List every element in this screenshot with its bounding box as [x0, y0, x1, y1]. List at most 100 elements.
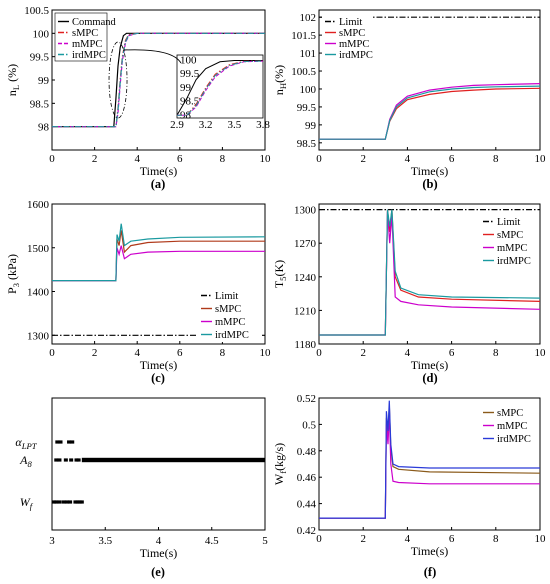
decision-mark	[73, 500, 78, 504]
plot-frame	[318, 9, 541, 151]
y-axis-label: nH(%)	[272, 65, 288, 95]
x-tick-label: 8	[493, 347, 499, 359]
panel-caption: (a)	[151, 177, 166, 191]
x-tick-label: 6	[177, 153, 183, 165]
inset-series-irdMPC	[177, 60, 263, 116]
x-axis-label: Time(s)	[140, 164, 178, 178]
plot-frame	[51, 203, 266, 345]
y-tick-label: 1300	[27, 330, 50, 342]
series-line-irdMPC	[52, 32, 265, 128]
decision-mark	[52, 500, 57, 504]
y-tick-label: 0.5	[302, 419, 316, 431]
x-tick-label: 4	[405, 533, 411, 545]
x-tick-label: 10	[535, 153, 547, 165]
y-axis-label: P3 (kPa)	[5, 254, 21, 294]
y-tick-label: 100	[300, 84, 317, 96]
legend-label-irdMPC: irdMPC	[497, 434, 531, 445]
legend-box	[198, 286, 262, 342]
y-tick-label: 1300	[294, 205, 317, 217]
x-tick-label: 4	[134, 153, 140, 165]
inset-x-tick-label: 3.5	[227, 119, 241, 131]
x-tick-label: 3	[49, 535, 55, 547]
decision-mark	[57, 458, 62, 462]
y-tick-label: 1210	[294, 305, 317, 317]
legend-label-Limit: Limit	[215, 291, 238, 302]
x-axis-label: Time(s)	[411, 164, 449, 178]
x-tick-label: 3.5	[98, 535, 112, 547]
x-tick-label: 2	[360, 347, 366, 359]
decision-mark	[74, 458, 79, 462]
x-tick-label: 0	[49, 153, 55, 165]
x-axis-label: Time(s)	[411, 544, 449, 558]
y-axis-label: T5(K)	[272, 260, 288, 288]
legend-label-irdMPC: irdMPC	[72, 50, 106, 61]
inset-frame	[176, 54, 264, 119]
y-tick-label: 100.5	[291, 66, 316, 78]
legend-label-sMPC: sMPC	[215, 304, 241, 315]
decision-mark	[77, 500, 82, 504]
zoom-ellipse	[108, 41, 128, 119]
y-tick-label: 101	[300, 48, 317, 60]
row-label-0: αLPT	[15, 435, 37, 451]
y-tick-label: 1500	[27, 243, 50, 255]
y-tick-label: 1180	[294, 339, 316, 351]
panel-caption: (b)	[422, 177, 437, 191]
decision-mark	[54, 458, 59, 462]
y-tick-label: 99	[305, 120, 317, 132]
decision-band	[81, 457, 265, 463]
x-tick-label: 0	[49, 347, 55, 359]
y-tick-label: 99.5	[30, 52, 50, 64]
y-tick-label: 98.5	[30, 98, 50, 110]
x-tick-label: 2	[360, 153, 366, 165]
y-tick-label: 98.5	[297, 138, 317, 150]
chart-panel-c: 0 2 4 6 8 10 1300 1400 1500 1600 Time(s) P3 (kPa) Li…	[5, 199, 271, 385]
chart-panel-e: 3 3.5 4 4.5 5 Time(s) αLPT A8 Wf (e)	[15, 397, 268, 579]
y-axis-label: nL (%)	[5, 64, 21, 96]
y-tick-label: 1270	[294, 238, 317, 250]
decision-mark	[70, 440, 75, 444]
x-tick-label: 10	[535, 533, 547, 545]
chart-panel-f: 0 2 4 6 8 10 0.42 0.44 0.46 0.48 0.5 0.52 Time(s) Wf(…	[272, 393, 546, 579]
y-tick-label: 0.46	[297, 472, 317, 484]
series-line-mMPC	[52, 245, 265, 282]
x-tick-label: 10	[535, 347, 547, 359]
legend: Limit sMPC mMPC irdMPC	[198, 286, 262, 342]
legend-label-Limit: Limit	[497, 217, 520, 228]
series-line-irdMPC	[319, 209, 541, 336]
decision-mark	[63, 458, 68, 462]
inset-x-tick-label: 2.9	[170, 119, 184, 131]
y-tick-label: 98	[38, 122, 50, 134]
inset-y-tick-label: 100	[180, 54, 197, 66]
panel-caption: (d)	[422, 371, 437, 385]
legend-label-mMPC: mMPC	[215, 317, 245, 328]
legend-label-irdMPC: irdMPC	[497, 256, 531, 267]
y-tick-label: 0.42	[297, 525, 316, 537]
series-line-irdMPC	[52, 223, 266, 282]
legend-label-irdMPC: irdMPC	[215, 330, 249, 341]
legend: Limit sMPC mMPC irdMPC	[480, 212, 538, 268]
inset-y-tick-label: 99.5	[180, 68, 200, 80]
y-tick-label: 101.5	[291, 30, 316, 42]
chart-panel-d: 0 2 4 6 8 10 1180 1210 1240 1270 1300 Time(s) T5(K) L…	[272, 203, 547, 385]
plot-frame	[318, 397, 541, 531]
decision-mark	[61, 500, 66, 504]
legend: sMPC mMPC irdMPC	[480, 403, 538, 446]
x-tick-label: 8	[220, 347, 226, 359]
y-axis-label: Wf(kg/s)	[272, 443, 288, 485]
y-tick-label: 1240	[294, 272, 317, 284]
x-tick-label: 8	[220, 153, 226, 165]
y-tick-label: 100.5	[24, 5, 49, 17]
decision-mark	[57, 500, 62, 504]
legend-label-sMPC: sMPC	[497, 408, 523, 419]
x-axis-label: Time(s)	[140, 546, 178, 560]
y-tick-label: 99	[38, 75, 50, 87]
x-axis-label: Time(s)	[411, 358, 449, 372]
x-tick-label: 4	[156, 535, 162, 547]
x-tick-label: 2	[360, 533, 366, 545]
x-tick-label: 0	[316, 347, 322, 359]
decision-mark	[55, 440, 60, 444]
plot-frame	[51, 397, 266, 531]
legend-box	[480, 212, 538, 268]
